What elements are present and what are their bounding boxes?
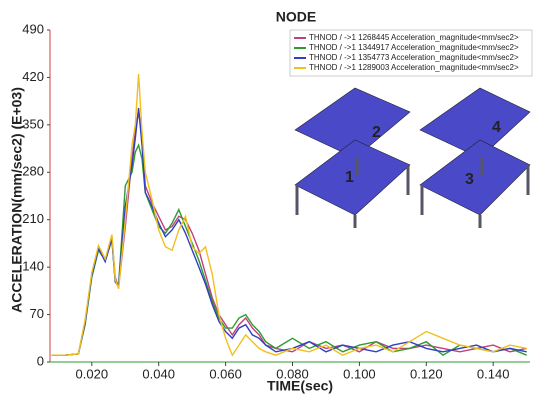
- y-tick-label: 420: [22, 69, 44, 84]
- inset-label: 3: [465, 171, 474, 188]
- x-tick-label: 0.120: [410, 366, 443, 381]
- x-tick-label: 0.080: [276, 366, 309, 381]
- y-tick-label: 70: [30, 306, 44, 321]
- y-tick-label: 350: [22, 116, 44, 131]
- legend-label: THNOD / ->1 1289003 Acceleration_magnitu…: [309, 63, 519, 72]
- x-tick-label: 0.060: [209, 366, 242, 381]
- chart-title: NODE: [276, 9, 316, 25]
- legend-label: THNOD / ->1 1354773 Acceleration_magnitu…: [309, 53, 519, 62]
- inset-label: 4: [492, 119, 501, 136]
- y-tick-label: 0: [37, 353, 44, 368]
- y-tick-label: 280: [22, 164, 44, 179]
- legend-label: THNOD / ->1 1268445 Acceleration_magnitu…: [309, 33, 519, 42]
- y-tick-label: 490: [22, 21, 44, 36]
- chart: NODE TIME(sec) ACCELERATION(mm/sec2) (E+…: [0, 0, 534, 394]
- inset-label: 2: [372, 124, 381, 141]
- x-tick-label: 0.140: [477, 366, 510, 381]
- y-tick-label: 140: [22, 259, 44, 274]
- legend-label: THNOD / ->1 1344917 Acceleration_magnitu…: [309, 43, 519, 52]
- y-tick-label: 210: [22, 211, 44, 226]
- x-tick-label: 0.100: [343, 366, 376, 381]
- x-tick-label: 0.020: [76, 366, 109, 381]
- inset-label: 1: [345, 169, 354, 186]
- x-tick-label: 0.040: [142, 366, 175, 381]
